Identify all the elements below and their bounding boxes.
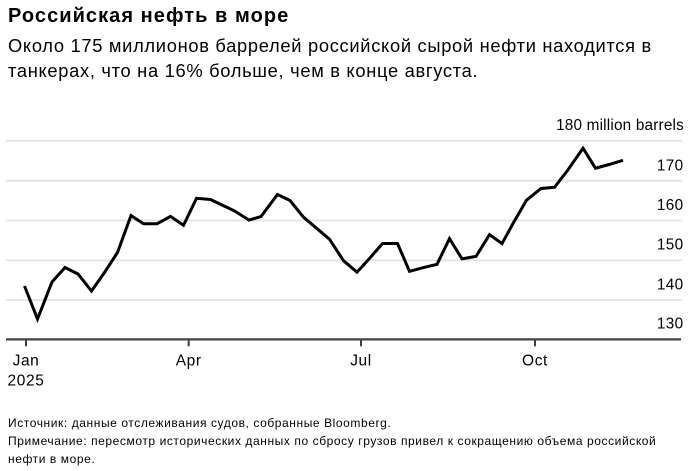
- svg-text:150: 150: [657, 237, 684, 254]
- svg-text:Oct: Oct: [522, 352, 548, 369]
- svg-text:170: 170: [657, 158, 684, 175]
- svg-text:Jul: Jul: [350, 352, 372, 369]
- svg-text:140: 140: [657, 276, 684, 293]
- svg-text:2025: 2025: [8, 372, 45, 389]
- svg-text:130: 130: [657, 315, 684, 332]
- svg-text:180 million barrels: 180 million barrels: [556, 117, 684, 134]
- svg-text:160: 160: [657, 197, 684, 214]
- svg-text:Apr: Apr: [176, 352, 202, 369]
- svg-text:Jan: Jan: [13, 352, 40, 369]
